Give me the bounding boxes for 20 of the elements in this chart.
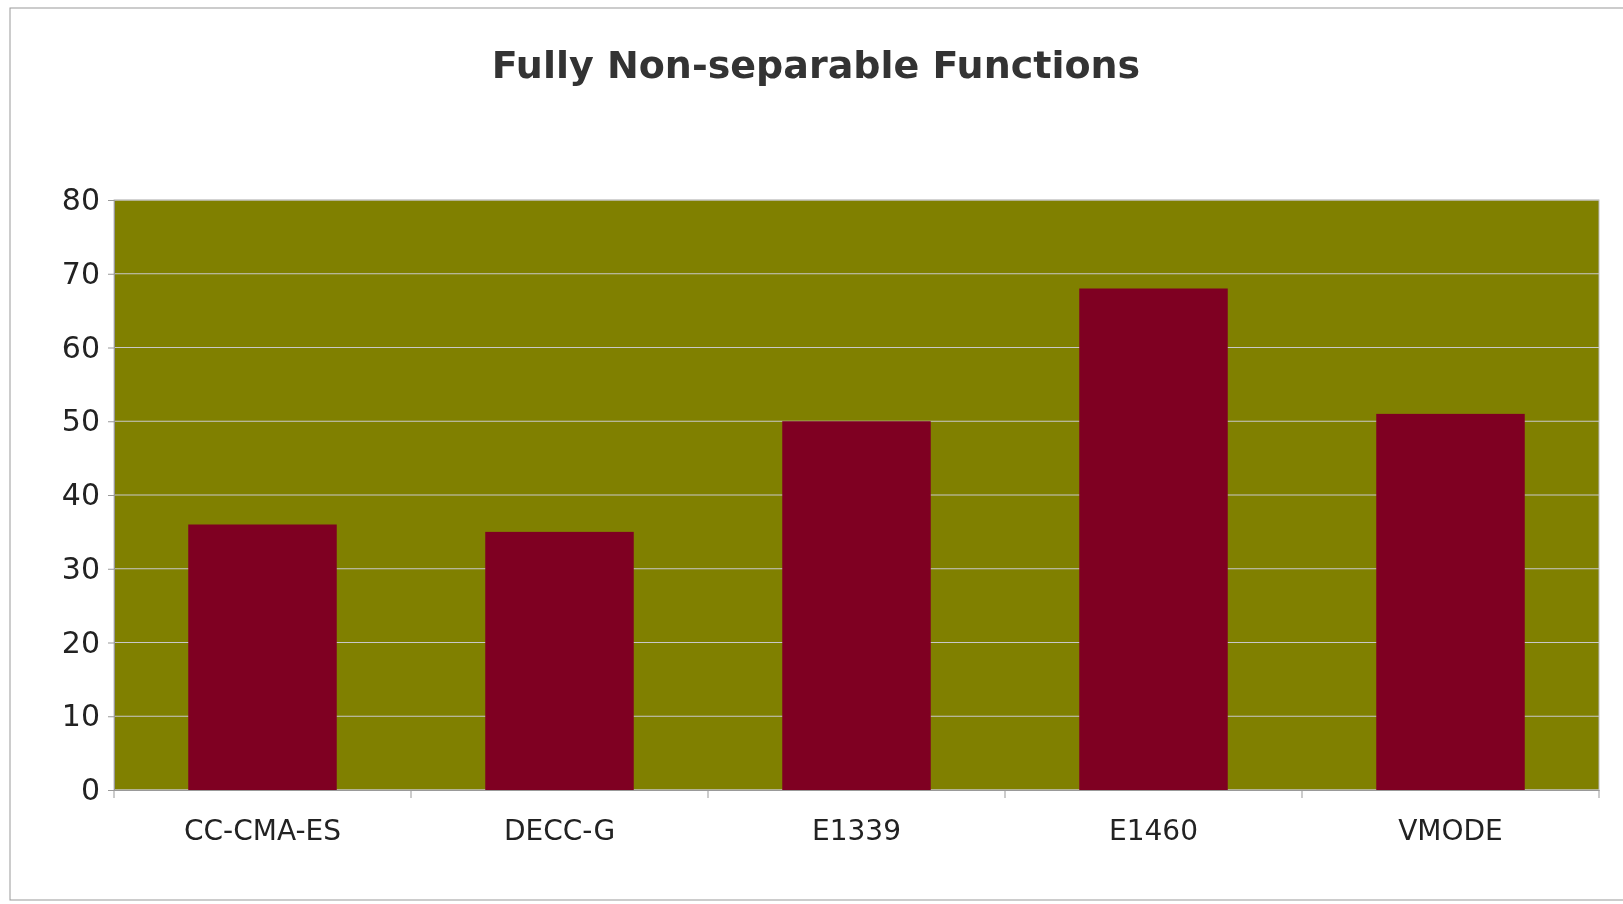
- y-tick-label: 70: [61, 255, 100, 291]
- y-tick-label: 0: [80, 772, 100, 808]
- bar: [1376, 413, 1525, 790]
- bar: [188, 524, 337, 790]
- bar: [1079, 288, 1228, 790]
- x-tick-label: DECC-G: [503, 813, 616, 847]
- y-tick-label: 40: [61, 477, 100, 513]
- y-tick-label: 30: [61, 550, 100, 586]
- x-tick-label: VMODE: [1398, 813, 1503, 847]
- chart-title: Fully Non-separable Functions: [491, 43, 1141, 87]
- bar: [782, 421, 931, 790]
- x-tick-label: E1460: [1109, 813, 1198, 847]
- y-tick-label: 10: [61, 698, 100, 734]
- y-tick-label: 60: [61, 329, 100, 365]
- y-tick-label: 20: [61, 624, 100, 660]
- y-tick-label: 80: [61, 182, 100, 218]
- y-tick-label: 50: [61, 403, 100, 439]
- x-tick-label: E1339: [812, 813, 901, 847]
- x-tick-label: CC-CMA-ES: [183, 813, 342, 847]
- bar: [485, 531, 634, 790]
